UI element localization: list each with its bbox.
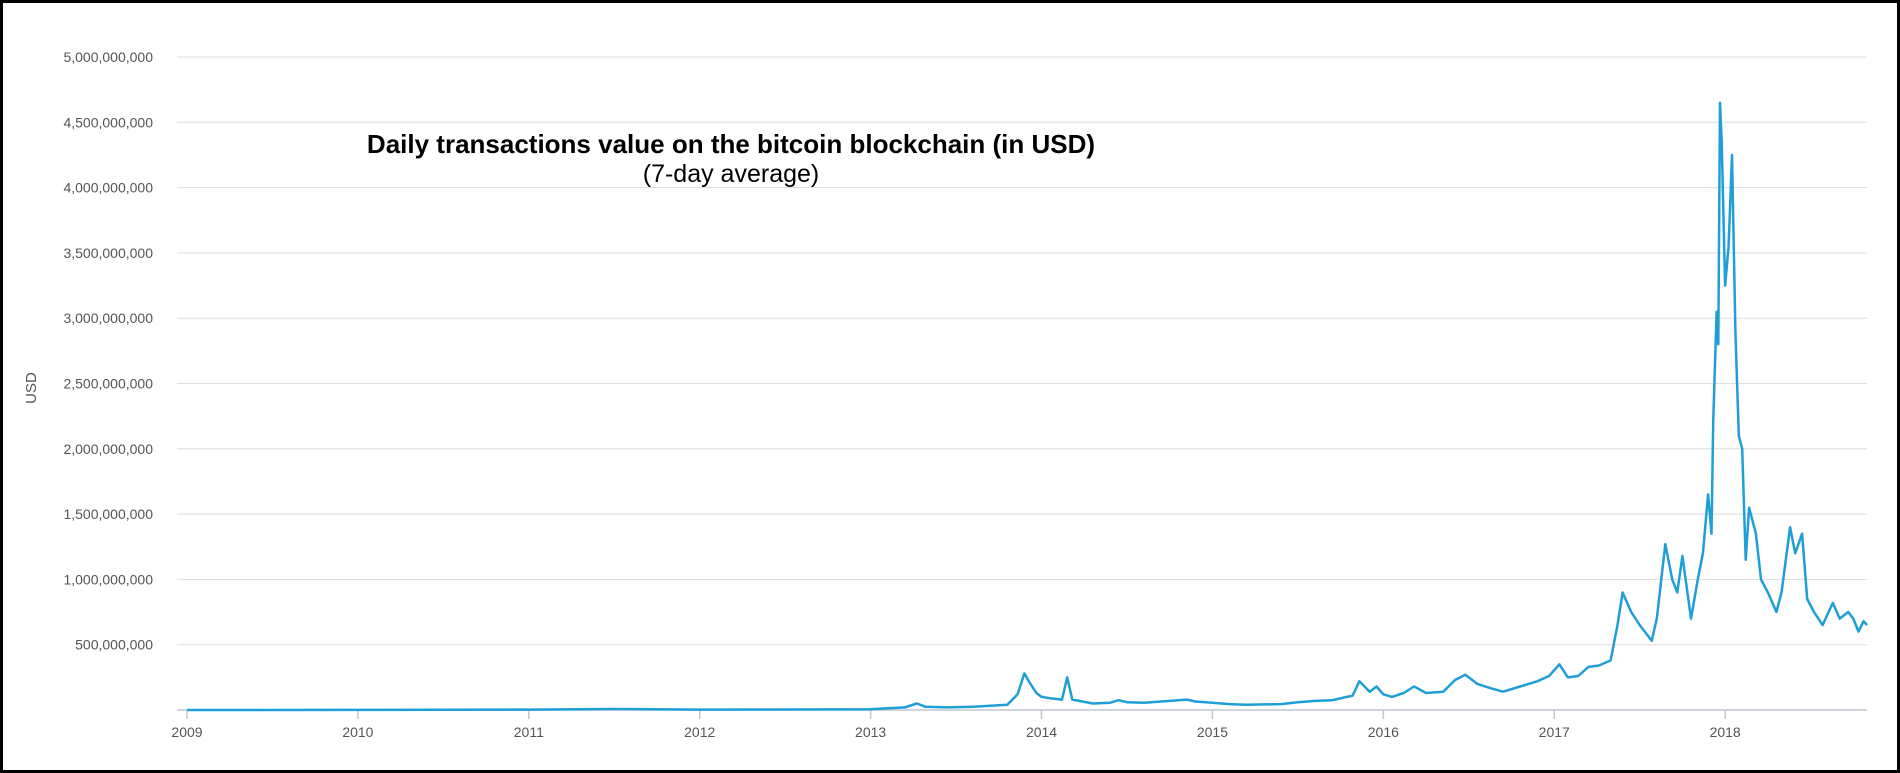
- x-tick-label: 2017: [1539, 724, 1570, 740]
- y-tick-label: 500,000,000: [75, 637, 153, 653]
- y-tick-label: 3,000,000,000: [63, 310, 153, 326]
- y-tick-label: 2,500,000,000: [63, 376, 153, 392]
- x-tick-label: 2009: [171, 724, 202, 740]
- x-tick-label: 2018: [1710, 724, 1741, 740]
- x-tick-label: 2010: [342, 724, 373, 740]
- x-tick-labels: 2009 2010 2011 2012 2013 2014 2015 2016 2017 2018: [171, 724, 1741, 740]
- x-tick-label: 2012: [684, 724, 715, 740]
- y-tick-label: 5,000,000,000: [63, 49, 153, 65]
- x-ticks: [186, 710, 1726, 719]
- chart-canvas: 500,000,000 1,000,000,000 1,500,000,000 2,0…: [23, 49, 1868, 740]
- chart-subtitle: (7-day average): [643, 160, 819, 188]
- data-series-line: [186, 101, 1868, 712]
- x-tick-label: 2013: [855, 724, 886, 740]
- y-tick-label: 3,500,000,000: [63, 245, 153, 261]
- y-tick-label: 4,500,000,000: [63, 114, 153, 130]
- x-tick-label: 2015: [1197, 724, 1228, 740]
- y-tick-label: 1,000,000,000: [63, 571, 153, 587]
- x-tick-label: 2011: [514, 724, 544, 740]
- y-tick-label: 2,000,000,000: [63, 441, 153, 457]
- chart-title: Daily transactions value on the bitcoin …: [367, 129, 1095, 159]
- y-axis-title: USD: [23, 372, 40, 404]
- x-tick-label: 2016: [1368, 724, 1399, 740]
- y-tick-label: 1,500,000,000: [63, 506, 153, 522]
- grid-lines: [177, 56, 1867, 646]
- y-tick-labels: 500,000,000 1,000,000,000 1,500,000,000 2,0…: [63, 49, 153, 653]
- y-tick-label: 4,000,000,000: [63, 180, 153, 196]
- x-tick-label: 2014: [1026, 724, 1057, 740]
